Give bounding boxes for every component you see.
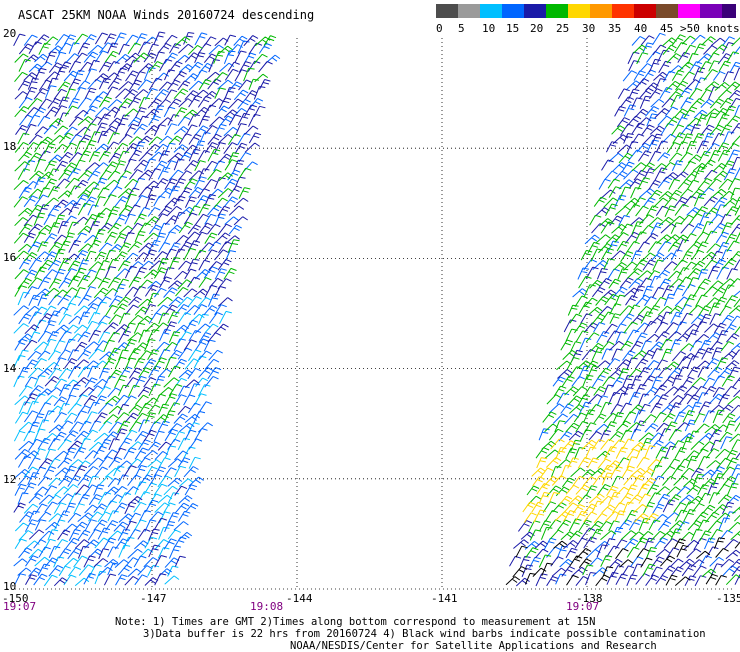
pass-time-label: 19:07: [3, 600, 37, 613]
legend-swatch: [612, 4, 634, 18]
wind-barb-group-fresh: [13, 33, 740, 586]
footnote-line-3: NOAA/NESDIS/Center for Satellite Applica…: [290, 640, 657, 652]
legend-swatch: [436, 4, 458, 18]
legend-swatch: [590, 4, 612, 18]
legend-swatch: [656, 4, 678, 18]
lon-label: -150: [2, 592, 29, 605]
lon-label: -135: [716, 592, 740, 605]
legend-swatch: [546, 4, 568, 18]
legend-swatch: [568, 4, 590, 18]
lat-label: 16: [3, 251, 17, 264]
legend-swatch: [678, 4, 700, 18]
legend-tick: 20: [530, 22, 544, 35]
footnote-line-1: Note: 1) Times are GMT 2)Times along bot…: [115, 616, 596, 628]
legend-tick: 0: [436, 22, 443, 35]
lon-label: -141: [431, 592, 458, 605]
legend-tick: 15: [506, 22, 520, 35]
lat-label: 12: [3, 473, 17, 486]
wind-barb-group-light: [13, 32, 740, 586]
legend-tick: 5: [458, 22, 465, 35]
wind-speed-legend: 0 5 10 15 20 25 30 35 40 45 >50 knots: [436, 4, 740, 36]
legend-swatch: [700, 4, 722, 18]
legend-tick: >50 knots: [680, 22, 740, 35]
wind-map-plot: [7, 31, 740, 590]
legend-swatch: [502, 4, 524, 18]
lat-label: 14: [3, 362, 17, 375]
legend-swatch: [634, 4, 656, 18]
lat-label: 18: [3, 140, 17, 153]
legend-tick: 45: [660, 22, 674, 35]
wind-barb-group-moderate: [13, 31, 740, 587]
lat-label: 20: [3, 27, 17, 40]
legend-tick: 10: [482, 22, 496, 35]
legend-swatch: [722, 4, 736, 18]
wind-barbs: [13, 31, 740, 587]
legend-tick: 25: [556, 22, 570, 35]
legend-swatch: [524, 4, 546, 18]
legend-tick: 35: [608, 22, 622, 35]
footnote-line-2: 3)Data buffer is 22 hrs from 20160724 4)…: [143, 628, 706, 640]
wind-barb-group-strong: [522, 438, 662, 524]
pass-time-label: 19:08: [250, 600, 284, 613]
lon-label: -144: [286, 592, 313, 605]
legend-tick: 40: [634, 22, 648, 35]
map-title: ASCAT 25KM NOAA Winds 20160724 descendin…: [18, 8, 315, 22]
lon-label: -147: [140, 592, 167, 605]
pass-time-label: 19:07: [566, 600, 600, 613]
legend-tick: 30: [582, 22, 596, 35]
wind-barb-group-contaminated: [505, 537, 740, 587]
lat-label: 10: [3, 580, 17, 593]
legend-swatch: [480, 4, 502, 18]
lon-label: -138: [576, 592, 603, 605]
legend-swatch: [458, 4, 480, 18]
